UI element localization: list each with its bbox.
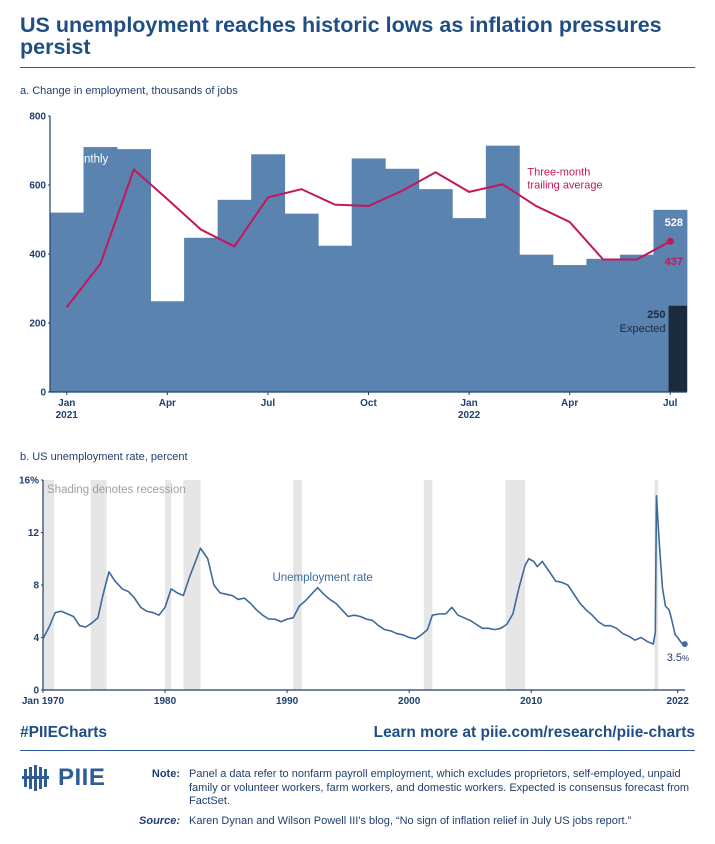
y-tick-label: 400	[29, 250, 46, 261]
x-tick-label: 1990	[276, 696, 299, 707]
x-tick-label: 1980	[154, 696, 177, 707]
x-tick-label: Jul	[663, 398, 678, 409]
panel-a-label: a. Change in employment, thousands of jo…	[20, 85, 238, 97]
x-tick-label: 2022	[667, 696, 690, 707]
monthly-bar	[117, 149, 151, 392]
monthly-bar	[519, 254, 554, 392]
monthly-bar	[284, 213, 319, 392]
unemployment-rate-label: Unemployment rate	[272, 572, 372, 584]
y-tick-label: 800	[29, 112, 46, 123]
hashtag: #PIIECharts	[20, 724, 108, 741]
unemployment-rate-chart: Shading denotes recession 0 4 8 12 16% Jan 197…	[19, 476, 690, 708]
trailing-average-endpoint	[666, 237, 674, 245]
monthly-bar	[351, 158, 386, 392]
monthly-bar	[50, 212, 84, 392]
monthly-bar	[184, 237, 219, 392]
unemployment-rate-line	[42, 494, 686, 645]
panel-b-label: b. US unemployment rate, percent	[20, 451, 188, 463]
y-tick-label: 0	[33, 686, 39, 697]
monthly-bar	[452, 218, 487, 392]
x-tick-label: 2010	[520, 696, 543, 707]
monthly-bar	[586, 258, 621, 392]
monthly-bar	[485, 145, 520, 392]
recession-band	[183, 480, 201, 690]
piie-logo-icon	[22, 765, 49, 791]
footer-rule	[20, 750, 695, 751]
note: Note: Panel a data refer to nonfarm payr…	[130, 768, 700, 809]
x-tick-label: Jan	[58, 398, 75, 409]
chart-title: US unemployment reaches historic lows as…	[20, 13, 662, 59]
expected-label: Expected	[620, 323, 666, 335]
source-label: Source:	[139, 815, 180, 827]
monthly-bar	[418, 189, 453, 392]
average-value-label: 437	[665, 256, 683, 268]
last-rate-label: 3.5%	[667, 652, 689, 664]
x-tick-label: 2000	[398, 696, 421, 707]
note-label: Note:	[151, 768, 180, 780]
expected-value-label: 250	[647, 309, 665, 321]
recession-band	[423, 480, 433, 690]
y-tick-label: 12	[28, 528, 40, 539]
x-tick-label: Apr	[561, 398, 578, 409]
recession-band	[505, 480, 526, 690]
trailing-average-label: Three-month	[527, 166, 590, 178]
recession-note: Shading denotes recession	[47, 484, 186, 496]
y-tick-label: 4	[33, 633, 39, 644]
monthly-bar	[385, 168, 420, 392]
monthly-bar	[552, 265, 587, 392]
trailing-average-label: trailing average	[527, 179, 602, 191]
unemployment-rate-endpoint	[681, 641, 688, 648]
y-tick-label: 0	[40, 388, 46, 399]
x-tick-label: Apr	[159, 398, 176, 409]
x-tick-label: Jul	[261, 398, 276, 409]
piie-logo-text: PIIE	[58, 764, 106, 791]
x-tick-year-label: 2022	[458, 410, 481, 421]
last-rate-value: 3.5	[667, 652, 682, 664]
source: Source: Karen Dynan and Wilson Powell II…	[130, 815, 700, 827]
y-tick-label: 600	[29, 181, 46, 192]
recession-band	[90, 480, 107, 690]
note-text: Panel a data refer to nonfarm payroll em…	[189, 768, 690, 807]
monthly-bar	[150, 301, 185, 392]
monthly-bar	[217, 199, 252, 392]
y-tick-label: 16%	[19, 476, 39, 487]
last-rate-unit: %	[682, 654, 689, 663]
monthly-bar	[619, 254, 654, 392]
recession-band	[43, 480, 54, 690]
learn-more-link[interactable]: Learn more at piie.com/research/piie-cha…	[373, 724, 695, 741]
monthly-bar	[83, 147, 118, 392]
x-tick-year-label: 2021	[56, 410, 79, 421]
y-tick-label: 200	[29, 319, 46, 330]
expected-bar	[668, 305, 687, 392]
source-text: Karen Dynan and Wilson Powell III's blog…	[189, 815, 632, 827]
recession-band	[165, 480, 172, 690]
monthly-bar	[251, 154, 286, 392]
title-rule	[20, 67, 695, 68]
x-tick-label: Jan	[460, 398, 477, 409]
x-tick-label: Oct	[360, 398, 377, 409]
last-value-label: 528	[665, 217, 683, 229]
piie-logo: PIIE	[22, 764, 105, 792]
recession-band	[293, 480, 302, 690]
trailing-average-line	[65, 167, 671, 308]
y-tick-label: 8	[33, 581, 39, 592]
monthly-label: Monthly	[68, 153, 109, 165]
x-tick-label: Jan 1970	[22, 696, 65, 707]
monthly-bar	[318, 245, 353, 392]
